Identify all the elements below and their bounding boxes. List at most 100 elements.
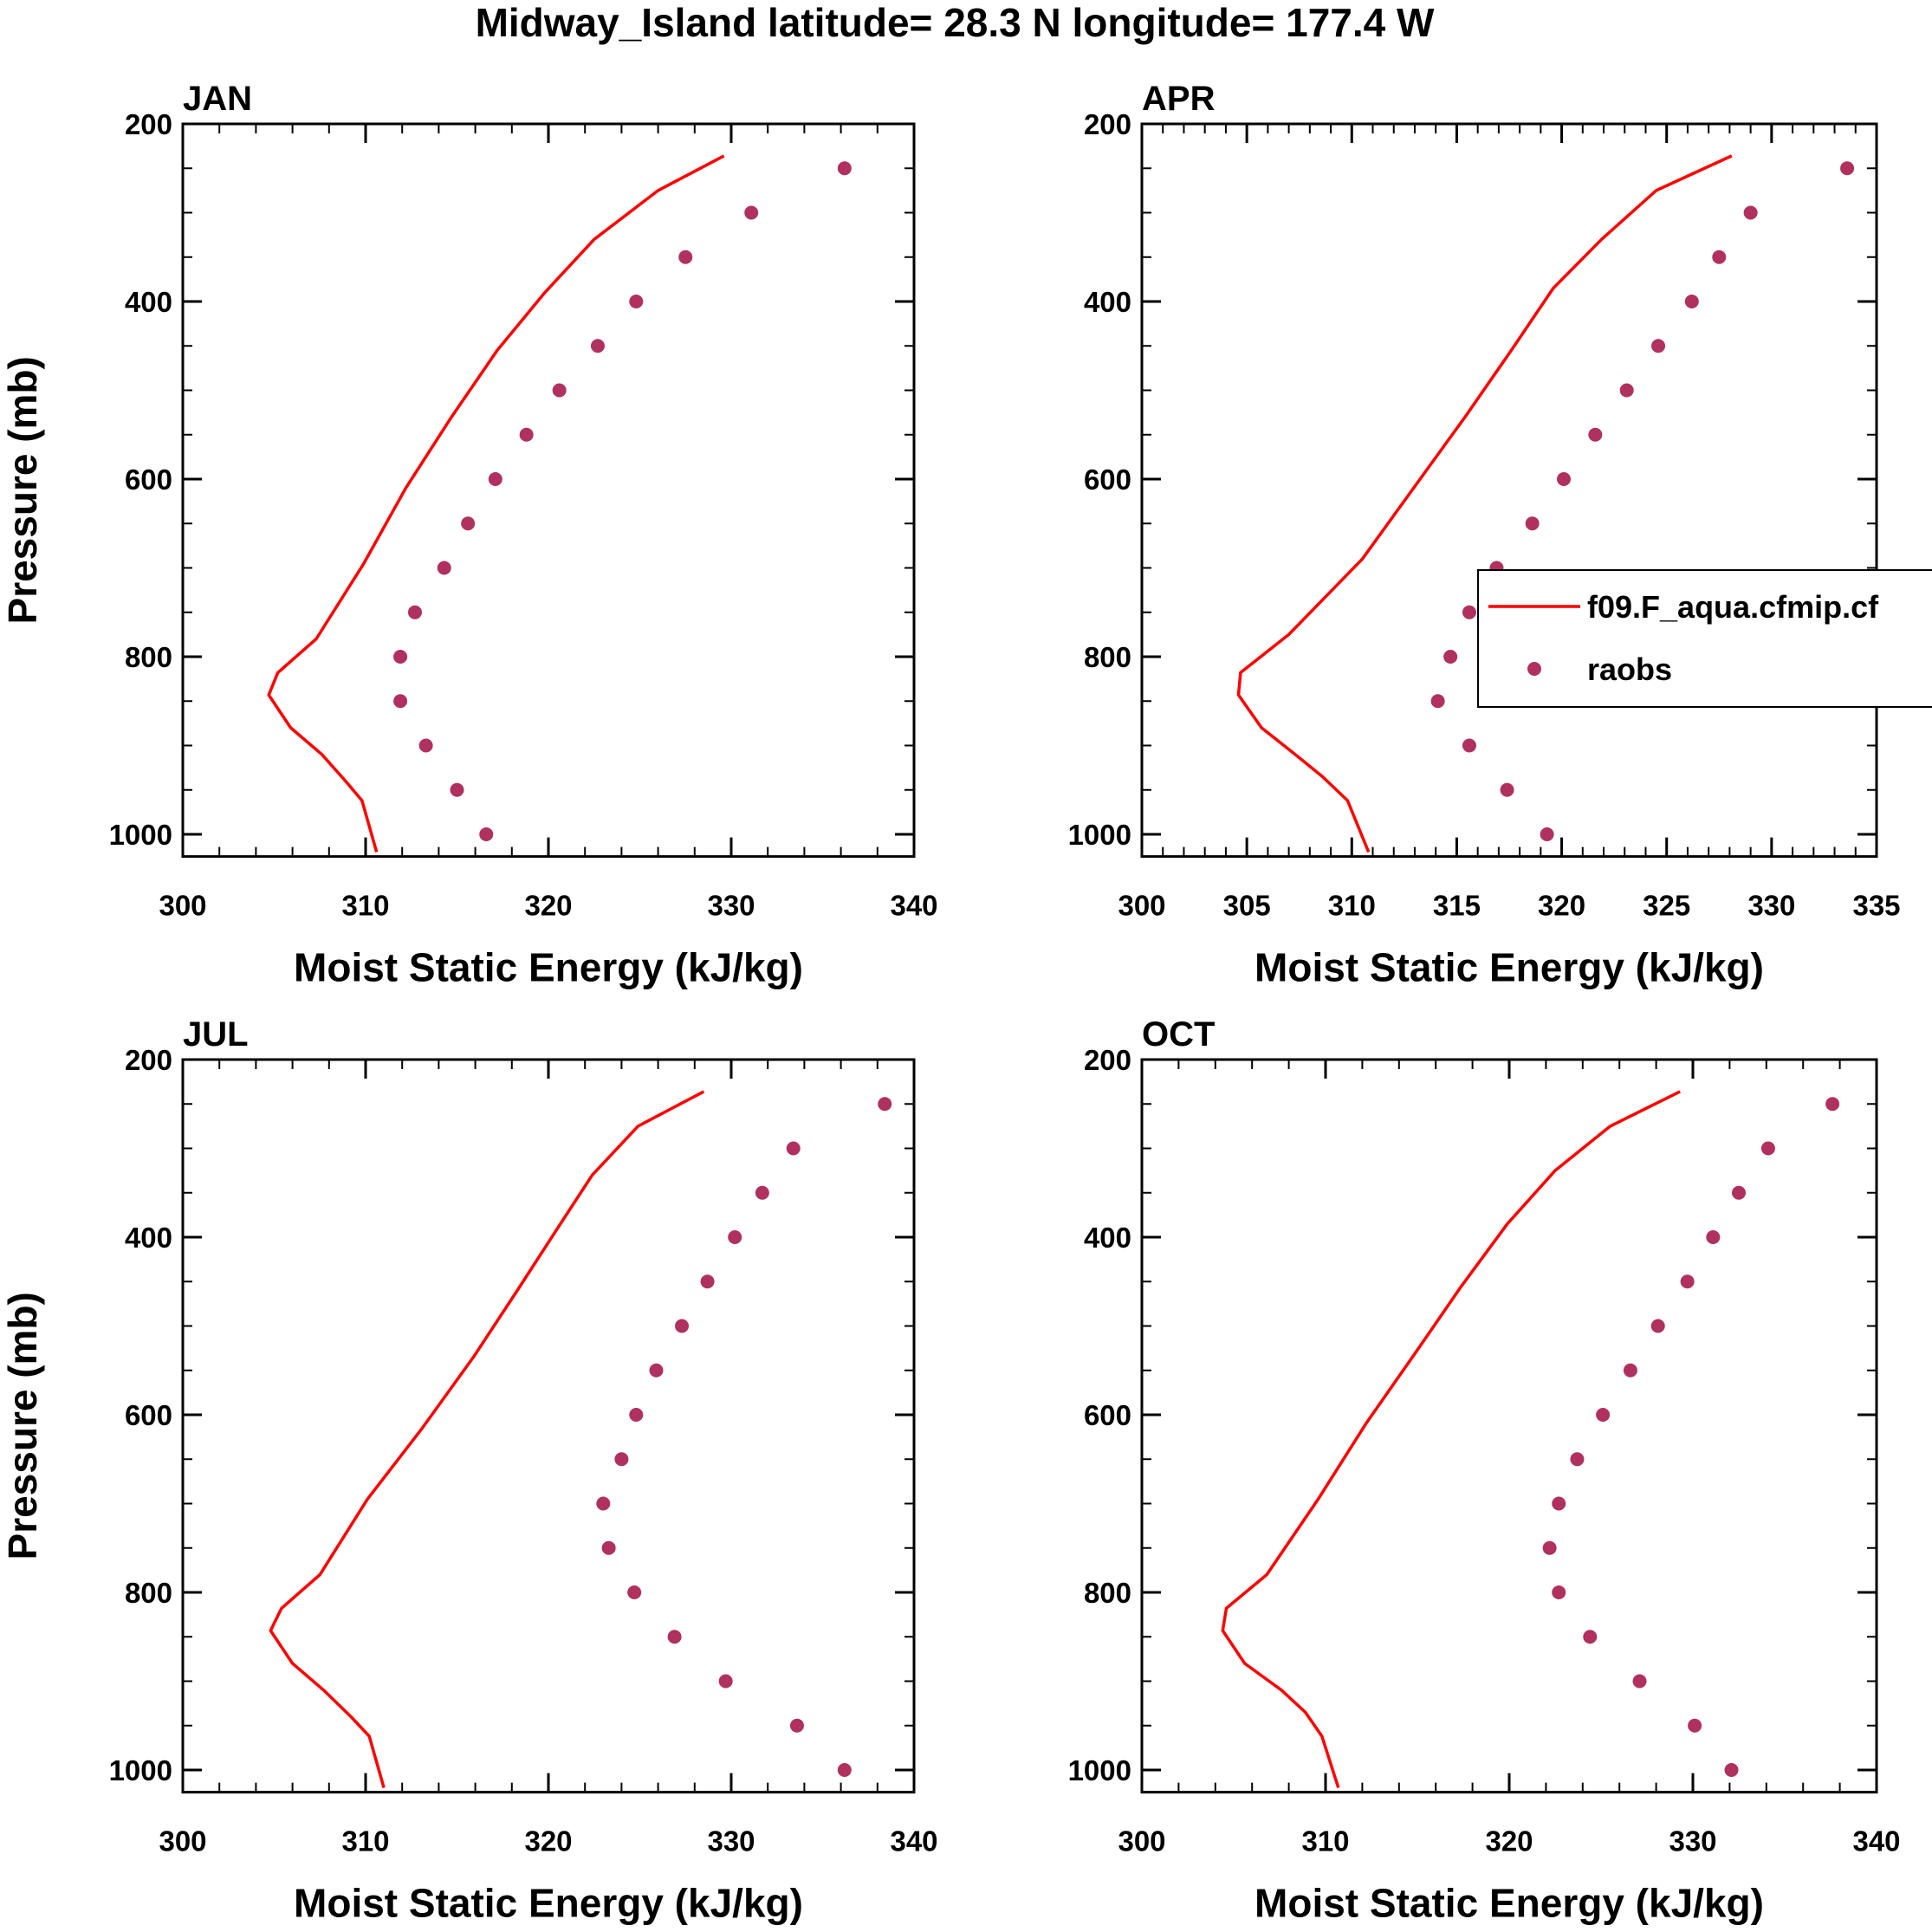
obs-point: [1732, 1185, 1746, 1200]
y-tick-label: 600: [1084, 1399, 1131, 1431]
obs-point: [1743, 205, 1758, 220]
panel-jan: JAN 300 310 320 330 340 200 400 600 800 1000 Moist …: [0, 80, 938, 990]
obs-point: [789, 1718, 804, 1733]
obs-point: [675, 1319, 690, 1333]
obs-point: [1650, 1319, 1665, 1333]
obs-point: [878, 1097, 892, 1112]
obs-point: [1680, 1274, 1695, 1289]
legend-model-label: f09.F_aqua.cfmip.cf: [1587, 589, 1879, 625]
obs-point: [629, 295, 644, 308]
obs-point: [614, 1452, 629, 1467]
x-tick-label: 340: [890, 890, 937, 922]
y-axis-label: Pressure (mb): [0, 356, 45, 624]
obs-point: [1500, 782, 1514, 797]
obs-point: [1840, 161, 1855, 176]
x-tick-label: 330: [1669, 1825, 1716, 1857]
y-tick-label: 200: [1084, 108, 1131, 140]
y-tick-label: 600: [1084, 464, 1131, 496]
obs-point: [479, 827, 494, 841]
panel-jul: JUL 300 310 320 330 340 200 400 600 800 1000 Moist …: [0, 1015, 938, 1926]
x-tick-label: 310: [1328, 890, 1376, 922]
x-tick-label: 300: [159, 1825, 206, 1857]
obs-point: [627, 1585, 642, 1599]
y-tick-label: 200: [1084, 1044, 1131, 1076]
obs-point: [418, 738, 433, 753]
obs-point: [1825, 1097, 1840, 1112]
x-tick-label: 305: [1223, 890, 1271, 922]
x-tick-label: 315: [1433, 890, 1481, 922]
obs-point: [1619, 383, 1634, 398]
obs-point: [1462, 738, 1476, 753]
x-tick-label: 310: [341, 1825, 389, 1857]
obs-point: [837, 1763, 852, 1777]
y-tick-label: 400: [1084, 1222, 1131, 1254]
x-axis-label: Moist Static Energy (kJ/kg): [294, 1881, 803, 1926]
model-line: [269, 1090, 705, 1788]
y-tick-label: 400: [1084, 286, 1131, 318]
y-tick-label: 1000: [1068, 819, 1131, 851]
obs-point: [700, 1274, 715, 1289]
x-tick-label: 330: [707, 1825, 755, 1857]
obs-point: [1570, 1452, 1585, 1467]
panel-apr: APR 300 305 310 315 320 325 330 335 200 400 600 800 1…: [1068, 80, 1901, 990]
x-tick-label: 320: [524, 890, 572, 922]
obs-point: [1462, 605, 1476, 619]
y-tick-label: 800: [125, 1577, 172, 1609]
y-tick-label: 400: [125, 286, 172, 318]
model-line: [267, 154, 725, 853]
obs-point: [393, 694, 408, 709]
obs-point: [590, 339, 605, 353]
obs-point: [437, 561, 451, 575]
figure-title: Midway_Island latitude= 28.3 N longitude…: [476, 0, 1435, 45]
obs-point: [1724, 1763, 1739, 1777]
x-axis-label: Moist Static Energy (kJ/kg): [294, 945, 803, 990]
x-tick-label: 300: [159, 890, 206, 922]
x-tick-label: 335: [1852, 890, 1900, 922]
y-tick-label: 200: [125, 1044, 172, 1076]
obs-point: [1760, 1141, 1775, 1156]
x-axis-label: Moist Static Energy (kJ/kg): [1255, 1881, 1764, 1926]
x-tick-label: 340: [1852, 1825, 1900, 1857]
obs-point: [786, 1141, 801, 1156]
obs-point: [1443, 650, 1458, 664]
panels-group: JAN 300 310 320 330 340 200 400 600 800 1000 Moist …: [0, 80, 1901, 1926]
obs-point: [718, 1674, 733, 1689]
obs-point: [1542, 1540, 1557, 1555]
x-tick-label: 330: [707, 890, 755, 922]
x-tick-label: 300: [1118, 1825, 1165, 1857]
panel-title: JAN: [183, 80, 252, 118]
obs-point: [728, 1230, 742, 1244]
panel-oct: OCT 300 310 320 330 340 200 400 600 800 1000 Moist …: [1068, 1015, 1901, 1926]
obs-point: [407, 605, 422, 619]
obs-point: [519, 427, 534, 442]
y-tick-label: 800: [1084, 641, 1131, 673]
x-tick-label: 310: [1301, 1825, 1349, 1857]
obs-point: [1712, 250, 1727, 264]
obs-point: [1632, 1674, 1647, 1689]
x-tick-label: 340: [890, 1825, 937, 1857]
y-tick-label: 1000: [109, 819, 172, 851]
obs-point: [1540, 827, 1554, 841]
obs-point: [1556, 472, 1571, 486]
x-tick-label: 310: [341, 890, 389, 922]
model-line: [1221, 1090, 1681, 1789]
obs-point: [837, 161, 852, 176]
obs-point: [1688, 1718, 1702, 1733]
legend-obs-marker: [1527, 662, 1541, 676]
obs-point: [649, 1363, 664, 1378]
x-tick-label: 320: [1538, 890, 1585, 922]
y-tick-label: 800: [1084, 1577, 1131, 1609]
obs-point: [1588, 427, 1603, 442]
obs-point: [601, 1540, 616, 1555]
obs-point: [393, 650, 408, 664]
plot-frame: [181, 1058, 916, 1794]
y-axis-label: Pressure (mb): [0, 1292, 45, 1559]
obs-point: [1525, 516, 1540, 531]
obs-point: [1552, 1496, 1566, 1511]
y-tick-label: 400: [125, 1222, 172, 1254]
panel-title: JUL: [183, 1015, 249, 1054]
x-tick-label: 300: [1118, 890, 1165, 922]
y-tick-label: 1000: [109, 1754, 172, 1786]
